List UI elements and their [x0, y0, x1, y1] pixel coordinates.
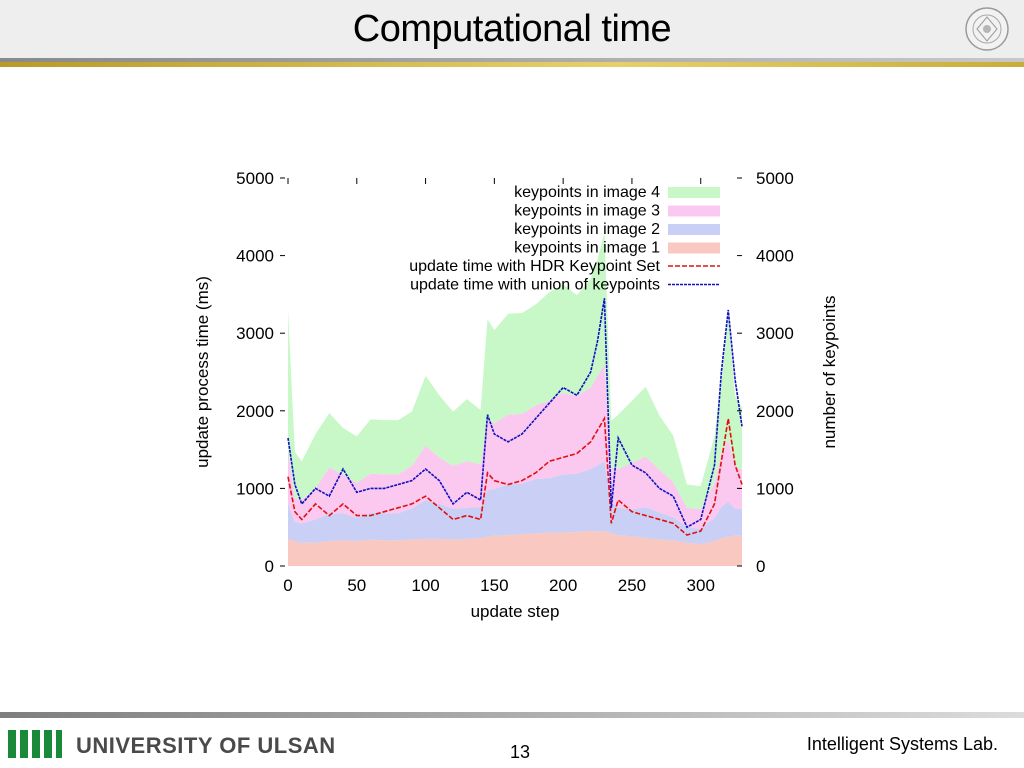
right-y-tick-label: 1000 [756, 479, 794, 498]
area-series-image-1 [288, 531, 742, 566]
x-tick-label: 0 [283, 576, 292, 595]
legend-swatch [668, 242, 720, 254]
x-tick-label: 100 [411, 576, 439, 595]
legend-label: keypoints in image 4 [514, 184, 660, 201]
left-y-tick-label: 5000 [236, 169, 274, 188]
legend-swatch [668, 205, 720, 217]
area-series-image-2 [288, 461, 742, 545]
area-series-image-3 [288, 364, 742, 529]
legend-label: keypoints in image 2 [514, 221, 660, 238]
right-y-axis-ticks: 0 1000 2000 3000 4000 5000 [737, 169, 794, 576]
x-tick-label: 150 [480, 576, 508, 595]
left-y-tick-label: 0 [265, 557, 274, 576]
legend-swatch [668, 224, 720, 235]
right-y-tick-label: 0 [756, 557, 765, 576]
title-bar [0, 0, 1024, 60]
computational-time-chart: 0 50 100 150 200 250 300 0 1000 2000 3000 4000 5000… [193, 169, 839, 621]
line-series-layer [287, 298, 743, 536]
left-y-tick-label: 4000 [236, 247, 274, 266]
right-y-tick-label: 4000 [756, 247, 794, 266]
legend-label: keypoints in image 3 [514, 203, 660, 220]
footer-divider [0, 712, 1024, 718]
x-tick-label: 300 [687, 576, 715, 595]
title-accent-line [0, 62, 1024, 67]
left-y-axis-ticks: 0 1000 2000 3000 4000 5000 [236, 169, 285, 576]
legend-label: update time with union of keypoints [410, 277, 660, 294]
lab-name: Intelligent Systems Lab. [806, 734, 998, 754]
x-axis-label: update step [471, 602, 560, 621]
page-number: 13 [509, 742, 531, 762]
legend-label: update time with HDR Keypoint Set [409, 258, 660, 275]
left-y-tick-label: 3000 [236, 324, 274, 343]
stacked-area-layer [288, 232, 742, 566]
slide-title: Computational time [352, 8, 672, 50]
x-tick-label: 200 [549, 576, 577, 595]
left-y-axis-label: update process time (ms) [193, 276, 212, 468]
chart-legend: keypoints in image 4 keypoints in image 3… [409, 184, 720, 294]
x-axis-ticks: 0 50 100 150 200 250 300 [283, 178, 715, 595]
legend-swatch [668, 187, 720, 198]
line-series-union-of-keypoints [287, 298, 743, 529]
university-seal-icon [965, 7, 1009, 51]
line-series-hdr-keypoint-set [287, 415, 743, 536]
right-y-tick-label: 5000 [756, 169, 794, 188]
right-y-axis-label: number of keypoints [820, 295, 839, 448]
left-y-tick-label: 1000 [236, 479, 274, 498]
x-tick-label: 50 [347, 576, 366, 595]
right-y-tick-label: 2000 [756, 402, 794, 421]
area-series-image-4 [288, 232, 742, 510]
legend-label: keypoints in image 1 [514, 240, 660, 257]
university-logo-icon [8, 730, 62, 758]
x-tick-label: 250 [618, 576, 646, 595]
right-y-tick-label: 3000 [756, 324, 794, 343]
university-name: UNIVERSITY OF ULSAN [76, 733, 336, 758]
left-y-tick-label: 2000 [236, 402, 274, 421]
title-divider [0, 58, 1024, 64]
